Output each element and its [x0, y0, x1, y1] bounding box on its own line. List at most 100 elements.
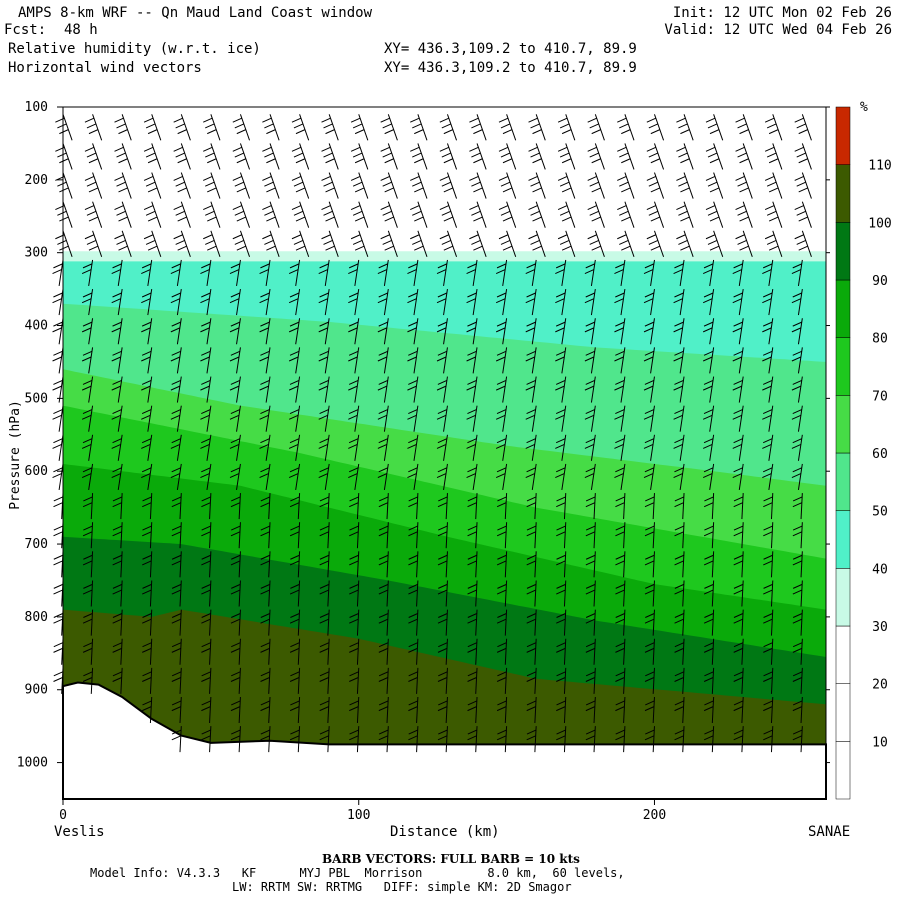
x-tick-label: 0 — [59, 808, 67, 823]
wind-barb-flag — [84, 117, 95, 123]
wind-barb-flag — [349, 496, 359, 502]
wind-barb-flag — [798, 187, 808, 193]
wind-barb-flag — [794, 117, 804, 123]
wind-barb-flag — [200, 443, 210, 449]
wind-barb-flag — [615, 647, 625, 653]
wind-barb-flag — [766, 181, 777, 187]
colorbar-label: 50 — [872, 505, 888, 520]
wind-barb-flag — [145, 210, 156, 216]
wind-barb-flag — [53, 321, 63, 327]
wind-barb-flag — [201, 502, 211, 508]
wind-barb-flag — [349, 531, 359, 537]
wind-barb-flag — [555, 356, 565, 362]
wind-barb-flag — [319, 502, 329, 508]
wind-barb-flag — [319, 438, 329, 444]
wind-barb-flag — [348, 327, 358, 333]
wind-barb-flag — [737, 123, 747, 129]
wind-barb-flag — [469, 205, 479, 211]
wind-barb-flag — [141, 298, 151, 304]
wind-barb-flag — [762, 438, 773, 444]
wind-barb-flag — [436, 473, 447, 479]
wind-barb-flag — [230, 618, 241, 624]
wind-barb-flag — [289, 263, 300, 269]
wind-barb-flag — [791, 269, 802, 275]
wind-barb-flag — [702, 269, 713, 275]
wind-barb-flag — [201, 496, 211, 502]
wind-barb-flag — [116, 152, 126, 158]
wind-barb-flag — [147, 216, 158, 222]
wind-barb-flag — [525, 269, 535, 275]
wind-barb-flag — [703, 618, 714, 624]
wind-barb-flag — [378, 642, 389, 648]
wind-barb-flag — [266, 245, 276, 251]
wind-barb-flag — [112, 618, 122, 624]
wind-barb-flag — [408, 618, 418, 624]
wind-barb-flag — [645, 525, 655, 531]
wind-barb-flag — [733, 409, 743, 415]
wind-barb-flag — [497, 496, 507, 502]
wind-barb-flag — [702, 443, 713, 449]
wind-barb-flag — [384, 245, 394, 251]
wind-barb-flag — [732, 356, 742, 362]
wind-barb-flag — [621, 216, 631, 222]
wind-barb-flag — [585, 554, 596, 560]
wind-barb-flag — [526, 647, 536, 653]
wind-barb-flag — [589, 152, 599, 158]
wind-barb-flag — [792, 350, 802, 356]
wind-barb-flag — [260, 496, 271, 502]
wind-barb-flag — [262, 205, 272, 211]
wind-barb-flag — [348, 350, 359, 356]
wind-barb-flag — [768, 187, 779, 193]
wind-barb-flag — [171, 647, 182, 653]
wind-barb-flag — [473, 216, 483, 222]
wind-barb-flag — [293, 239, 304, 245]
wind-barb-flag — [232, 176, 243, 181]
wind-barb-flag — [702, 356, 713, 362]
wind-barb-flag — [205, 123, 215, 129]
wind-barb-flag — [88, 187, 99, 193]
wind-barb-flag — [382, 239, 392, 245]
wind-barb-flag — [502, 245, 513, 251]
wind-barb-flag — [762, 292, 773, 298]
wind-barb-flag — [791, 298, 802, 304]
wind-barb — [58, 405, 64, 432]
wind-barb-flag — [467, 613, 478, 618]
wind-barb-flag — [644, 560, 655, 566]
wind-barb-flag — [556, 735, 566, 741]
wind-barb-flag — [645, 613, 655, 618]
wind-barb-flag — [467, 589, 477, 595]
wind-barb-flag — [674, 735, 684, 741]
wind-barb-flag — [644, 263, 655, 269]
wind-barb-flag — [290, 554, 300, 560]
wind-barb-flag — [500, 181, 511, 187]
wind-barb-flag — [792, 671, 803, 677]
wind-barb-flag — [171, 321, 181, 327]
wind-barb-flag — [555, 414, 565, 420]
wind-barb-flag — [617, 234, 627, 240]
wind-barb-flag — [207, 158, 217, 164]
wind-barb-flag — [437, 589, 448, 595]
wind-barb-flag — [530, 123, 540, 129]
wind-barb-flag — [230, 677, 241, 682]
wind-barb-flag — [496, 677, 507, 682]
wind-barb-flag — [349, 677, 359, 682]
wind-barb-flag — [644, 706, 655, 712]
wind-barb-flag — [295, 216, 306, 222]
wind-barb-flag — [703, 263, 714, 269]
wind-barb-flag — [559, 152, 570, 158]
wind-barb-flag — [229, 473, 240, 479]
wind-barb-flag — [82, 677, 93, 682]
wind-barb-flag — [142, 613, 152, 618]
wind-barb-flag — [408, 589, 418, 595]
wind-barb-flag — [325, 129, 335, 135]
wind-barb-flag — [676, 146, 686, 152]
wind-barb-flag — [407, 385, 417, 391]
wind-barb-flag — [318, 443, 328, 449]
wind-barb-flag — [532, 187, 542, 193]
wind-barb-flag — [644, 467, 655, 473]
wind-barb-flag — [52, 385, 62, 391]
wind-barb-flag — [678, 181, 688, 187]
wind-barb-flag — [408, 647, 418, 653]
wind-barb-flag — [53, 589, 63, 595]
wind-barb-flag — [466, 269, 476, 275]
